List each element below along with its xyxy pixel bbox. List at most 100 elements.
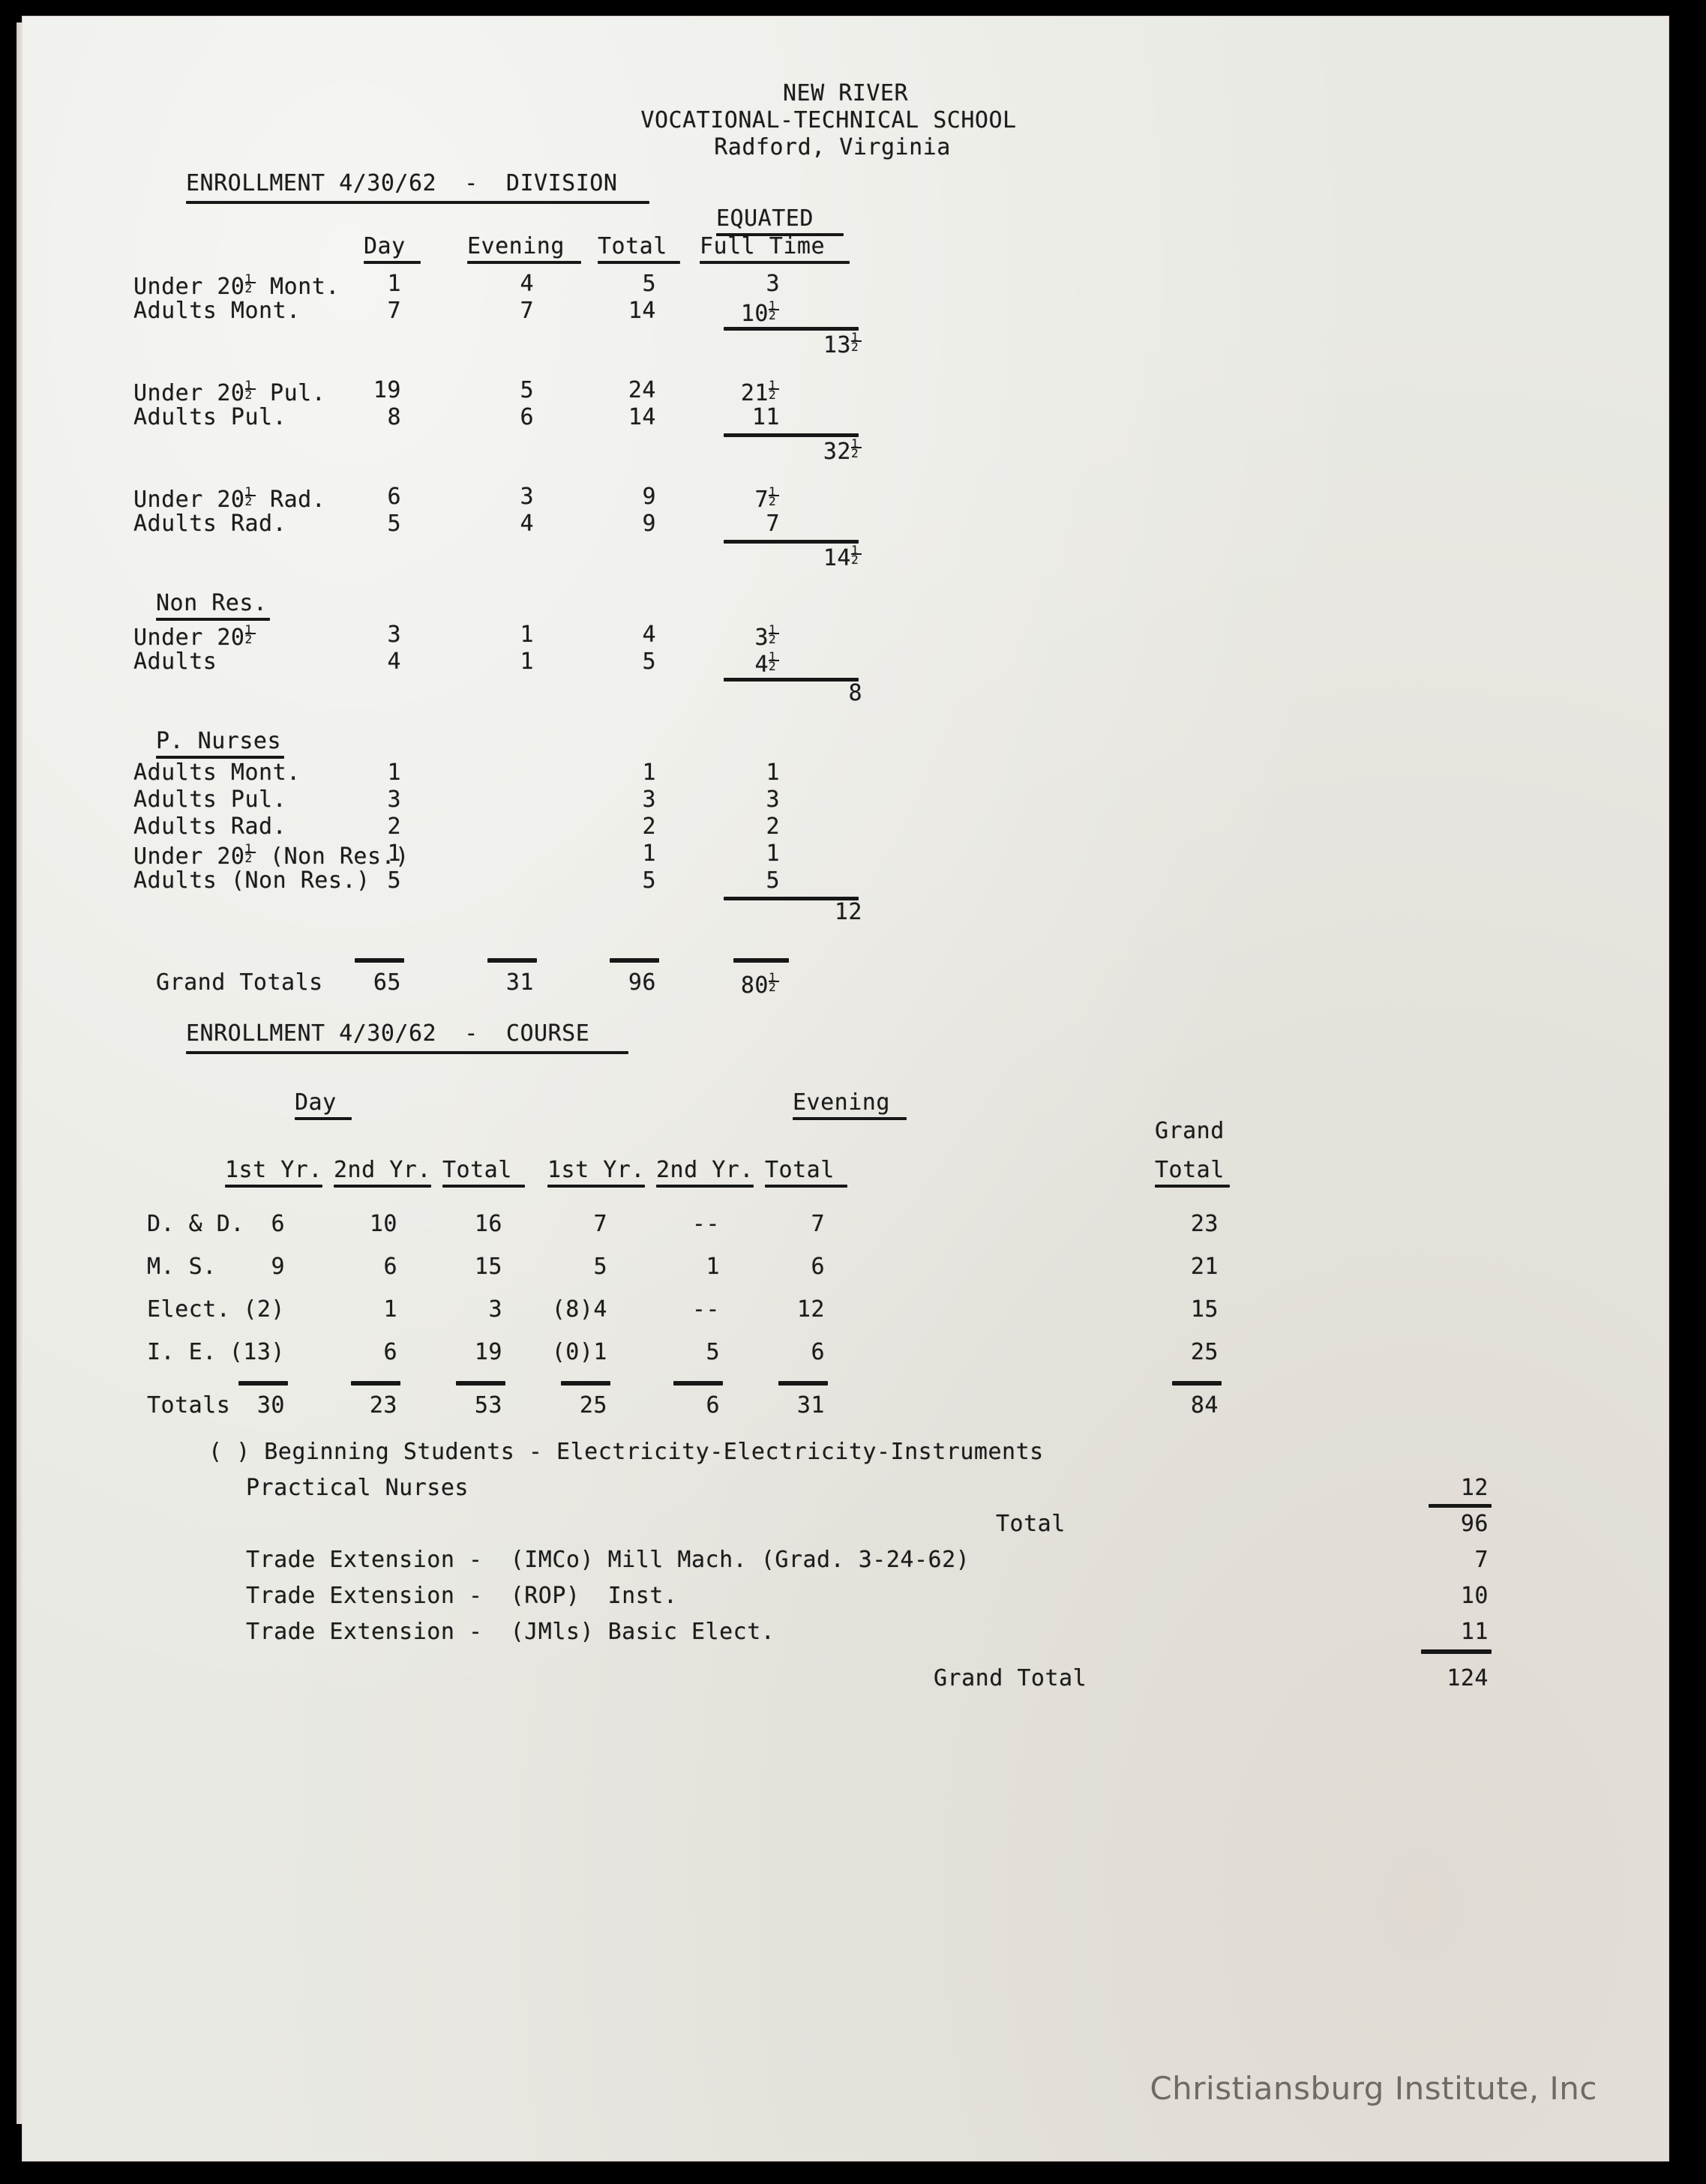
typed-rule <box>186 201 649 204</box>
course-cell: 6 <box>811 1339 825 1365</box>
course-total-cell: 53 <box>474 1392 502 1419</box>
course-cell: 7 <box>811 1211 825 1237</box>
cell-total: 3 <box>642 786 656 813</box>
course-cell: 6 <box>383 1254 397 1280</box>
typed-rule <box>724 540 859 544</box>
course-section-heading: ENROLLMENT 4/30/62 - COURSE <box>186 1020 590 1047</box>
course-group-header-evening: Evening <box>793 1089 890 1116</box>
cell-equated: 1 <box>766 759 780 786</box>
cell-day: 1 <box>387 271 401 297</box>
cell-total: 14 <box>628 404 656 430</box>
row-label: Adults <box>133 649 217 675</box>
typed-rule <box>355 958 404 963</box>
course-cell: 16 <box>474 1211 502 1237</box>
cell-day: 5 <box>387 511 401 537</box>
row-label: Adults Rad. <box>133 813 287 840</box>
cell-total: 5 <box>642 649 656 675</box>
cell-day: 2 <box>387 813 401 840</box>
typed-rule <box>456 1381 505 1386</box>
typed-rule <box>724 433 859 437</box>
footnote-value-grand-total: 124 <box>1447 1665 1489 1691</box>
column-header-day: Day <box>364 233 406 259</box>
course-group-header-day: Day <box>295 1089 337 1116</box>
group-subtotal: 32 1 2 <box>735 436 862 465</box>
course-total-cell: 25 <box>579 1392 607 1419</box>
cell-equated: 1 <box>766 840 780 867</box>
grand-total-evening: 31 <box>505 969 534 996</box>
cell-evening: 1 <box>520 649 534 675</box>
course-cell: 5 <box>706 1339 720 1365</box>
typed-rule <box>724 897 859 900</box>
typed-content-layer: NEW RIVER VOCATIONAL-TECHNICAL SCHOOL Radf… <box>22 16 1669 2161</box>
footnote-legend: ( ) Beginning Students - Electricity-Ele… <box>208 1439 1044 1465</box>
course-cell: -- <box>691 1211 720 1237</box>
course-cell: 1 <box>706 1254 720 1280</box>
course-column-header-grand: Grand <box>1155 1118 1225 1144</box>
course-cell: (8)4 <box>551 1296 607 1323</box>
cell-equated: 10 1 2 <box>630 298 780 327</box>
footnote-value-trade-extension-3: 11 <box>1460 1619 1489 1645</box>
column-header-full-time: Full Time <box>700 233 826 259</box>
course-total-cell: 30 <box>256 1392 285 1419</box>
cell-equated: 21 1 2 <box>630 378 780 406</box>
cell-evening: 4 <box>520 511 534 537</box>
org-location: Radford, Virginia <box>714 134 951 160</box>
cell-equated: 5 <box>766 867 780 894</box>
typed-rule <box>1172 1381 1222 1386</box>
course-total-cell: 84 <box>1190 1392 1219 1419</box>
typed-rule <box>467 261 581 264</box>
cell-total: 9 <box>642 511 656 537</box>
typed-rule <box>724 678 859 682</box>
group-subtotal: 12 <box>834 899 862 925</box>
course-cell: 9 <box>271 1254 285 1280</box>
course-totals-label: Totals <box>147 1392 231 1419</box>
course-cell: 23 <box>1190 1211 1219 1237</box>
row-label: Under 20 1 2 Rad. <box>133 484 326 513</box>
course-cell: (13) <box>229 1339 285 1365</box>
cell-day: 7 <box>387 298 401 324</box>
course-cell: -- <box>691 1296 720 1323</box>
row-label: Under 20 1 2 (Non Res.) <box>133 841 409 870</box>
footnote-label-total: Total <box>996 1511 1066 1537</box>
course-row-label: M. S. <box>147 1254 217 1280</box>
course-cell: 1 <box>383 1296 397 1323</box>
course-cell: 3 <box>488 1296 502 1323</box>
cell-total: 1 <box>642 840 656 867</box>
typed-rule <box>334 1185 431 1188</box>
typed-rule <box>186 1051 628 1054</box>
course-cell: 10 <box>369 1211 397 1237</box>
course-cell: 15 <box>474 1254 502 1280</box>
org-name-line1: NEW RIVER <box>782 80 909 106</box>
typed-rule <box>778 1381 828 1386</box>
typed-rule <box>225 1185 322 1188</box>
cell-evening: 3 <box>520 484 534 510</box>
typed-rule <box>765 1185 847 1188</box>
row-label: Adults (Non Res.) <box>133 867 370 894</box>
group-label-4: P. Nurses <box>156 728 282 754</box>
cell-equated: 2 <box>766 813 780 840</box>
group-label-3: Non Res. <box>156 590 268 616</box>
cell-total: 24 <box>628 377 656 403</box>
cell-day: 3 <box>387 786 401 813</box>
org-name-line2: VOCATIONAL-TECHNICAL SCHOOL <box>640 107 1017 133</box>
course-row-label: I. E. <box>147 1339 217 1365</box>
cell-day: 4 <box>387 649 401 675</box>
footnote-value-total: 96 <box>1460 1511 1489 1537</box>
typed-rule <box>673 1381 723 1386</box>
typed-rule <box>733 958 789 963</box>
course-row-label: D. & D. <box>147 1211 244 1237</box>
course-cell: 6 <box>271 1211 285 1237</box>
course-column-header-1: 2nd Yr. <box>334 1157 431 1183</box>
course-column-header-5: Total <box>765 1157 835 1183</box>
column-header-equated: EQUATED <box>716 205 814 232</box>
course-column-header-3: 1st Yr. <box>547 1157 645 1183</box>
course-row-label: Elect. <box>147 1296 231 1323</box>
cell-total: 1 <box>642 759 656 786</box>
course-cell: 19 <box>474 1339 502 1365</box>
row-label: Under 20 1 2 Pul. <box>133 378 326 406</box>
footnote-value-trade-extension-2: 10 <box>1460 1583 1489 1609</box>
row-label: Under 20 1 2 <box>133 622 256 651</box>
course-total-cell: 31 <box>796 1392 825 1419</box>
